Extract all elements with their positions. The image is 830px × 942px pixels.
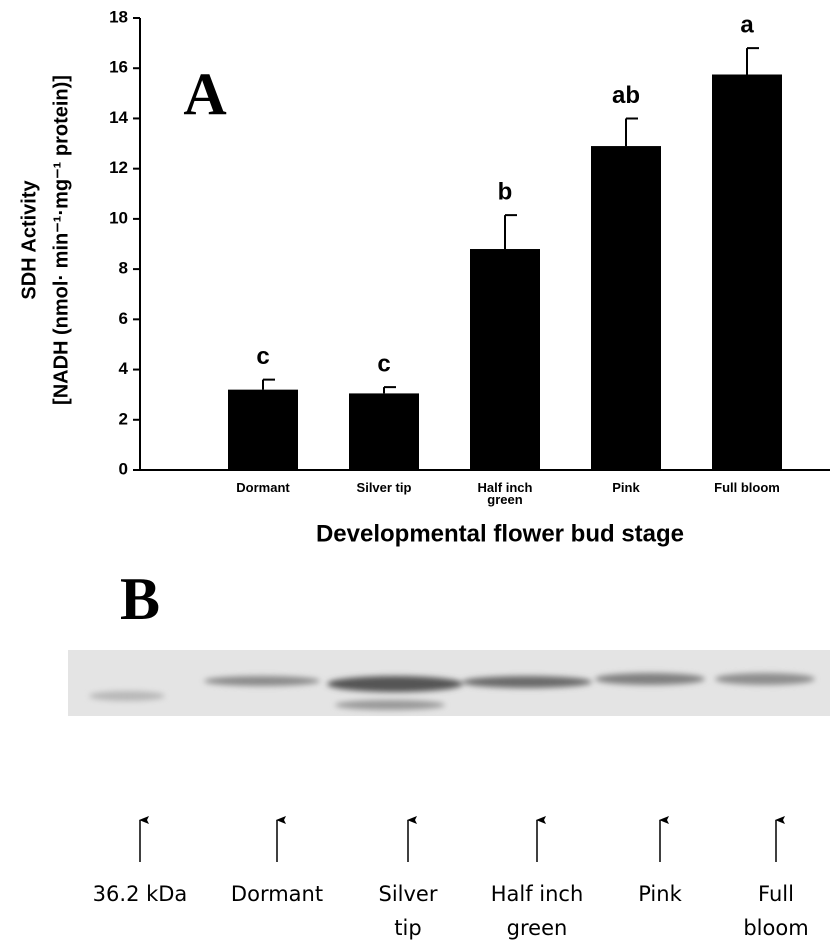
y-tick-label: 4 bbox=[119, 359, 129, 378]
error-bar bbox=[384, 387, 396, 393]
bar bbox=[712, 75, 782, 471]
lane-label: Half inch bbox=[491, 882, 584, 906]
bar bbox=[470, 249, 540, 470]
y-tick-label: 8 bbox=[119, 259, 128, 278]
y-tick-label: 18 bbox=[109, 7, 128, 26]
x-tick-label: Dormant bbox=[228, 482, 298, 494]
y-tick-label: 0 bbox=[119, 459, 128, 478]
blot-image bbox=[68, 650, 830, 716]
error-bar bbox=[747, 48, 759, 74]
x-tick-label: Pink bbox=[591, 482, 661, 494]
lane-label: Full bbox=[758, 882, 794, 906]
lane-label: Silver bbox=[379, 882, 438, 906]
lane-label: green bbox=[507, 916, 568, 940]
significance-letter: a bbox=[740, 11, 754, 38]
y-tick-label: 10 bbox=[109, 208, 128, 227]
x-tick-label-box: Silver tip bbox=[334, 482, 434, 522]
bar bbox=[349, 393, 419, 470]
x-tick-label-box: Half inch green bbox=[455, 482, 555, 522]
x-tick-label: Silver tip bbox=[349, 482, 419, 494]
y-tick-label: 16 bbox=[109, 58, 128, 77]
significance-letter: c bbox=[377, 350, 390, 377]
lane-labels: 36.2 kDa Dormant Silver tip Half inch green Pi… bbox=[93, 820, 809, 940]
x-tick-label: Half inch green bbox=[470, 482, 540, 506]
bar bbox=[591, 146, 661, 470]
error-bar bbox=[263, 380, 275, 390]
y-tick-label: 2 bbox=[119, 409, 128, 428]
y-tick-label: 14 bbox=[109, 108, 128, 127]
figure: A Developmental flower bud stage SDH Act… bbox=[0, 0, 830, 942]
y-tick-label: 12 bbox=[109, 158, 128, 177]
lane-label: bloom bbox=[743, 916, 808, 940]
x-tick-label-box: Pink bbox=[576, 482, 676, 522]
significance-letter: c bbox=[256, 343, 269, 370]
lane-label: Pink bbox=[638, 882, 682, 906]
significance-letter: b bbox=[498, 178, 513, 205]
x-tick-label: Full bloom bbox=[712, 482, 782, 494]
y-axis-label-line: SDH Activity bbox=[18, 179, 40, 299]
bar bbox=[228, 390, 298, 470]
x-tick-label-box: Full bloom bbox=[697, 482, 797, 522]
y-axis-label: SDH Activity [NADH (nmol· min⁻¹·mg⁻¹ pro… bbox=[18, 75, 72, 405]
panel-label: A bbox=[183, 61, 226, 127]
lane-label: Dormant bbox=[231, 882, 323, 906]
significance-letter: ab bbox=[612, 82, 640, 109]
error-bar bbox=[626, 118, 638, 146]
lane-label: 36.2 kDa bbox=[93, 882, 188, 906]
y-tick-label: 6 bbox=[119, 309, 128, 328]
lane-label: tip bbox=[394, 916, 421, 940]
x-tick-label-box: Dormant bbox=[213, 482, 313, 522]
y-axis-label-line: [NADH (nmol· min⁻¹·mg⁻¹ protein)] bbox=[50, 75, 72, 405]
error-bar bbox=[505, 215, 517, 249]
x-axis-label: Developmental flower bud stage bbox=[316, 520, 684, 547]
panel-label: B bbox=[120, 566, 160, 632]
